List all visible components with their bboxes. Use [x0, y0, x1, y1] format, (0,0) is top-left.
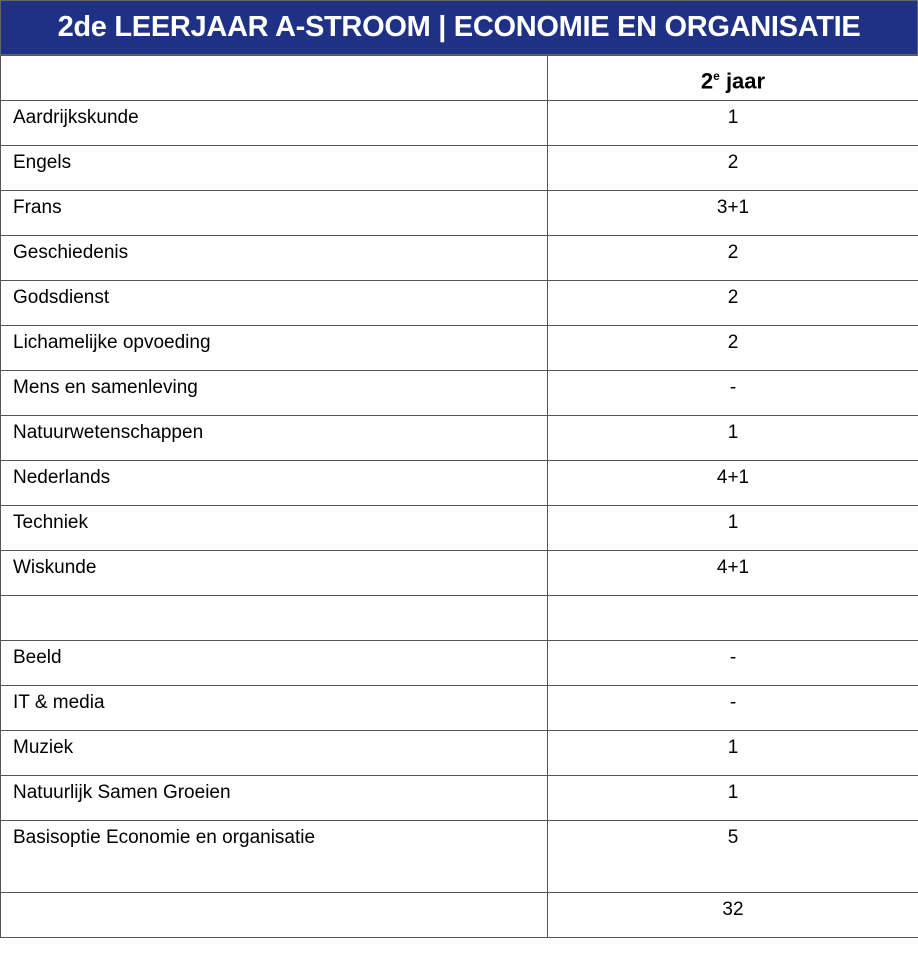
year-number: 2 — [700, 68, 714, 94]
total-hours-cell: 32 — [547, 892, 918, 938]
year-superscript: e — [713, 69, 720, 83]
table-row: Aardrijkskunde 1 — [0, 100, 918, 146]
page-title: 2de LEERJAAR A-STROOM | ECONOMIE EN ORGA… — [0, 0, 918, 55]
subject-cell: Wiskunde — [0, 550, 548, 596]
schedule-table: 2e jaar Aardrijkskunde 1 Engels 2 Frans 3+1 Ge… — [0, 55, 918, 938]
total-label-cell — [0, 892, 548, 938]
hours-cell: - — [547, 370, 918, 416]
subject-cell: Techniek — [0, 505, 548, 551]
subject-cell: Geschiedenis — [0, 235, 548, 281]
table-row: Lichamelijke opvoeding 2 — [0, 325, 918, 371]
hours-cell: 1 — [547, 415, 918, 461]
subject-cell: Frans — [0, 190, 548, 236]
subject-cell: IT & media — [0, 685, 548, 731]
table-row: Basisoptie Economie en organisatie 5 — [0, 820, 918, 893]
table-row — [0, 595, 918, 641]
subject-cell — [0, 595, 548, 641]
table-row: Natuurwetenschappen 1 — [0, 415, 918, 461]
hours-cell: 1 — [547, 775, 918, 821]
hours-cell — [547, 595, 918, 641]
subject-cell: Natuurlijk Samen Groeien — [0, 775, 548, 821]
subject-cell: Natuurwetenschappen — [0, 415, 548, 461]
subject-cell: Aardrijkskunde — [0, 100, 548, 146]
table-row: Geschiedenis 2 — [0, 235, 918, 281]
subject-cell: Mens en samenleving — [0, 370, 548, 416]
hours-cell: - — [547, 640, 918, 686]
hours-cell: 2 — [547, 235, 918, 281]
table-row: Engels 2 — [0, 145, 918, 191]
table-row: Techniek 1 — [0, 505, 918, 551]
year-suffix: jaar — [719, 68, 766, 94]
table-row: Nederlands 4+1 — [0, 460, 918, 506]
hours-cell: 2 — [547, 280, 918, 326]
table-row: Frans 3+1 — [0, 190, 918, 236]
hours-cell: 3+1 — [547, 190, 918, 236]
table-row: Wiskunde 4+1 — [0, 550, 918, 596]
hours-cell: 2 — [547, 145, 918, 191]
table-row: Mens en samenleving - — [0, 370, 918, 416]
subject-cell: Beeld — [0, 640, 548, 686]
hours-cell: - — [547, 685, 918, 731]
hours-cell: 1 — [547, 730, 918, 776]
hours-cell: 4+1 — [547, 550, 918, 596]
header-empty-cell — [0, 55, 548, 101]
subject-cell: Muziek — [0, 730, 548, 776]
table-row: Natuurlijk Samen Groeien 1 — [0, 775, 918, 821]
hours-cell: 5 — [547, 820, 918, 893]
table-row: Beeld - — [0, 640, 918, 686]
hours-cell: 1 — [547, 100, 918, 146]
subject-cell: Godsdienst — [0, 280, 548, 326]
table-header-row: 2e jaar — [0, 55, 918, 101]
hours-cell: 1 — [547, 505, 918, 551]
table-row: Muziek 1 — [0, 730, 918, 776]
total-row: 32 — [0, 892, 918, 938]
hours-cell: 4+1 — [547, 460, 918, 506]
subject-cell: Nederlands — [0, 460, 548, 506]
subject-cell: Engels — [0, 145, 548, 191]
table-row: IT & media - — [0, 685, 918, 731]
subject-cell: Lichamelijke opvoeding — [0, 325, 548, 371]
year-column-header: 2e jaar — [547, 55, 918, 101]
subject-cell: Basisoptie Economie en organisatie — [0, 820, 548, 893]
hours-cell: 2 — [547, 325, 918, 371]
table-row: Godsdienst 2 — [0, 280, 918, 326]
